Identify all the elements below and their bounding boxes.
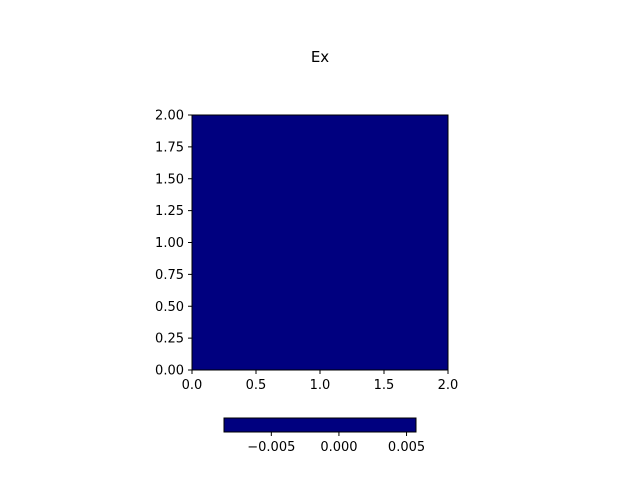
- y-tick-label: 1.75: [155, 140, 184, 155]
- colorbar: [224, 418, 416, 432]
- colorbar-tick-label: 0.000: [320, 440, 357, 455]
- y-tick-label: 0.75: [155, 268, 184, 283]
- y-tick-label: 1.00: [155, 236, 184, 251]
- colorbar-tick-label: 0.005: [388, 440, 425, 455]
- y-axis: 0.00 0.25 0.50 0.75 1.00 1.25 1.50 1.75 2.00: [155, 109, 192, 379]
- x-tick-label: 2.0: [438, 378, 459, 393]
- y-tick-label: 0.00: [155, 364, 184, 379]
- colorbar-axis: −0.005 0.000 0.005: [247, 432, 425, 455]
- y-tick-label: 1.50: [155, 172, 184, 187]
- y-tick-label: 0.50: [155, 300, 184, 315]
- y-tick-label: 2.00: [155, 109, 184, 124]
- x-tick-label: 0.5: [246, 378, 267, 393]
- colorbar-frame: [223, 417, 417, 433]
- colorbar-tick-label: −0.005: [247, 440, 295, 455]
- x-axis: 0.0 0.5 1.0 1.5 2.0: [182, 370, 459, 393]
- x-tick-label: 1.0: [310, 378, 331, 393]
- y-tick-label: 0.25: [155, 332, 184, 347]
- x-tick-label: 1.5: [374, 378, 395, 393]
- chart-title: Ex: [311, 48, 329, 66]
- heatmap-field: [192, 115, 448, 370]
- x-tick-label: 0.0: [182, 378, 203, 393]
- y-tick-label: 1.25: [155, 204, 184, 219]
